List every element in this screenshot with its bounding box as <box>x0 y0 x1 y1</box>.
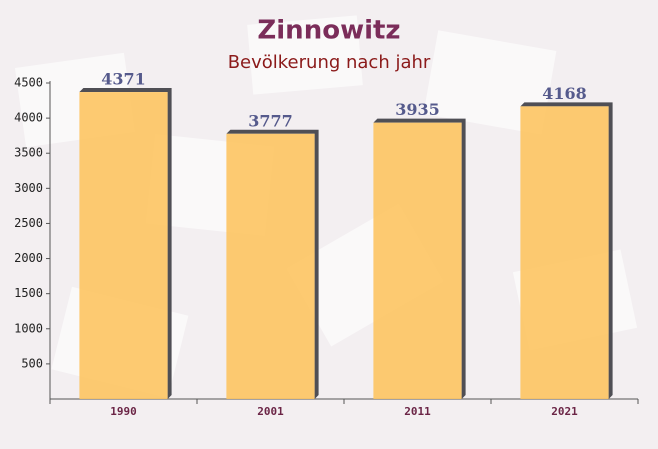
y-tick-label: 4000 <box>14 111 43 125</box>
x-tick-label: 2011 <box>404 405 431 418</box>
bar <box>373 122 462 400</box>
x-tick-label: 2001 <box>257 405 284 418</box>
y-tick-label: 500 <box>21 356 43 370</box>
y-tick-label: 2500 <box>14 216 43 230</box>
value-label: 4371 <box>101 70 146 89</box>
chart-subtitle: Bevölkerung nach jahr <box>228 52 431 73</box>
y-tick-label: 3000 <box>14 181 43 195</box>
bar <box>520 106 609 399</box>
value-label: 3935 <box>395 100 440 119</box>
y-tick-label: 1500 <box>14 286 43 300</box>
bar <box>79 92 168 400</box>
y-tick-label: 4500 <box>14 76 43 90</box>
value-label: 4168 <box>542 84 587 103</box>
chart-title: Zinnowitz <box>257 16 400 46</box>
value-label: 3777 <box>248 111 293 130</box>
bar <box>226 133 315 399</box>
y-tick-label: 2000 <box>14 251 43 265</box>
x-tick-label: 1990 <box>110 405 137 418</box>
y-tick-label: 3500 <box>14 146 43 160</box>
y-tick-label: 1000 <box>14 321 43 335</box>
x-tick-label: 2021 <box>551 405 578 418</box>
